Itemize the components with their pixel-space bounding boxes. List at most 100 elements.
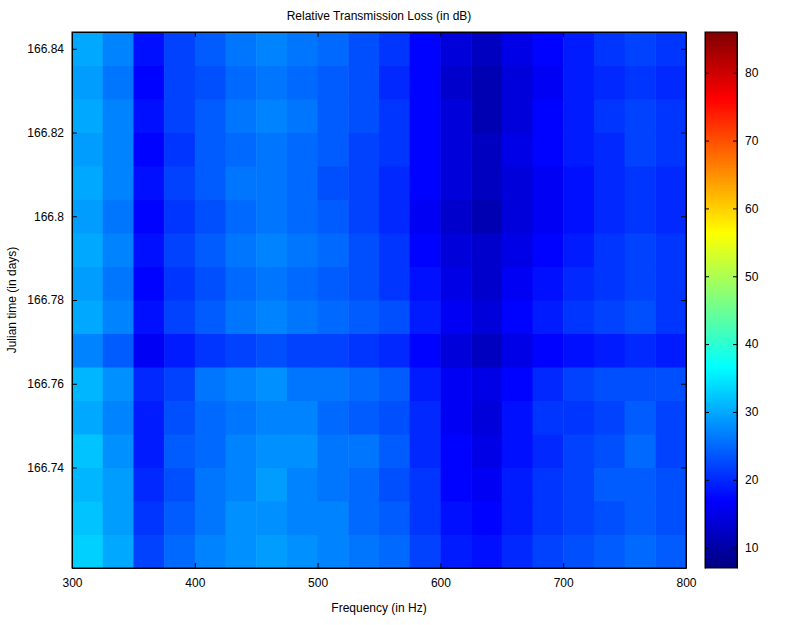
heatmap-cell — [164, 535, 195, 569]
heatmap-cell — [348, 66, 379, 100]
heatmap-cell — [655, 501, 686, 535]
heatmap-cell — [318, 233, 349, 267]
heatmap-cell — [410, 334, 441, 368]
heatmap-cell — [72, 99, 103, 133]
heatmap-cell — [655, 401, 686, 435]
heatmap-cell — [594, 535, 625, 569]
heatmap-cell — [594, 334, 625, 368]
heatmap-cell — [348, 401, 379, 435]
heatmap-cell — [471, 66, 502, 100]
heatmap-cell — [287, 501, 318, 535]
heatmap-cell — [471, 434, 502, 468]
heatmap-cell — [655, 133, 686, 167]
tick: 166.74 — [27, 461, 77, 475]
heatmap-cell — [318, 133, 349, 167]
tick-label: 60 — [745, 202, 759, 216]
heatmap-cell — [287, 267, 318, 301]
tick-mark — [705, 141, 709, 142]
heatmap-cell — [440, 501, 471, 535]
heatmap-cell — [471, 166, 502, 200]
tick-mark — [705, 548, 709, 549]
heatmap-cell — [256, 434, 287, 468]
heatmap-cell — [594, 300, 625, 334]
heatmap-cell — [379, 233, 410, 267]
axis-line — [73, 32, 687, 33]
tick-label: 30 — [745, 405, 759, 419]
heatmap-cell — [318, 401, 349, 435]
heatmap-cell — [133, 300, 164, 334]
heatmap-cell — [440, 401, 471, 435]
heatmap-cell — [502, 66, 533, 100]
heatmap-cell — [318, 200, 349, 234]
heatmap-cell — [410, 401, 441, 435]
heatmap-cell — [594, 66, 625, 100]
heatmap-cell — [563, 66, 594, 100]
tick: 166.8 — [34, 210, 77, 224]
tick-label: 80 — [745, 66, 759, 80]
heatmap-cell — [563, 535, 594, 569]
tick-mark — [733, 480, 737, 481]
heatmap-cell — [625, 334, 656, 368]
tick — [705, 344, 709, 345]
heatmap-cell — [625, 166, 656, 200]
heatmap-cell — [164, 401, 195, 435]
heatmap-cell — [594, 166, 625, 200]
heatmap-cell — [72, 367, 103, 401]
heatmap-cell — [440, 535, 471, 569]
tick-label: 800 — [676, 576, 696, 590]
heatmap-cell — [625, 501, 656, 535]
heatmap-cell — [379, 367, 410, 401]
heatmap-cell — [226, 535, 257, 569]
heatmap-cell — [502, 334, 533, 368]
heatmap-cell — [133, 267, 164, 301]
heatmap-cell — [625, 233, 656, 267]
heatmap-cell — [318, 166, 349, 200]
heatmap-cell — [410, 133, 441, 167]
heatmap-cell — [533, 133, 564, 167]
tick-mark — [195, 32, 196, 37]
heatmap-cell — [594, 267, 625, 301]
tick-mark — [72, 468, 77, 469]
heatmap-cell — [594, 32, 625, 66]
heatmap-cell — [226, 133, 257, 167]
heatmap-cell — [72, 468, 103, 502]
heatmap-cell — [440, 99, 471, 133]
y-axis: 166.74166.76166.78166.8166.82166.84 — [27, 33, 77, 569]
heatmap-cell — [348, 166, 379, 200]
heatmap-cell — [655, 66, 686, 100]
tick-label: 50 — [745, 270, 759, 284]
tick-mark — [733, 412, 737, 413]
heatmap-cell — [348, 200, 379, 234]
tick — [705, 73, 709, 74]
heatmap-cell — [533, 367, 564, 401]
heatmap-cell — [195, 367, 226, 401]
heatmap-cell — [625, 133, 656, 167]
tick — [705, 276, 709, 277]
heatmap-cell — [226, 99, 257, 133]
heatmap-cell — [563, 99, 594, 133]
heatmap-cell — [563, 166, 594, 200]
tick — [705, 480, 709, 481]
heatmap-cell — [563, 501, 594, 535]
heatmap-cell — [471, 468, 502, 502]
x-axis-title: Frequency (in Hz) — [331, 601, 426, 615]
heatmap-cell — [256, 401, 287, 435]
heatmap-cell — [72, 300, 103, 334]
tick — [705, 412, 709, 413]
heatmap-cell — [287, 401, 318, 435]
tick: 600 — [431, 563, 451, 590]
heatmap-cell — [256, 233, 287, 267]
tick: 700 — [554, 563, 574, 590]
heatmap-cell — [410, 468, 441, 502]
heatmap-cell — [195, 468, 226, 502]
heatmap-cell — [226, 66, 257, 100]
tick — [563, 32, 564, 37]
colorbar — [705, 32, 737, 568]
heatmap-cell — [471, 133, 502, 167]
heatmap-cell — [379, 501, 410, 535]
tick-mark — [195, 563, 196, 568]
heatmap-cell — [471, 535, 502, 569]
heatmap-cell — [195, 267, 226, 301]
heatmap-cell — [133, 32, 164, 66]
heatmap-cell — [594, 99, 625, 133]
